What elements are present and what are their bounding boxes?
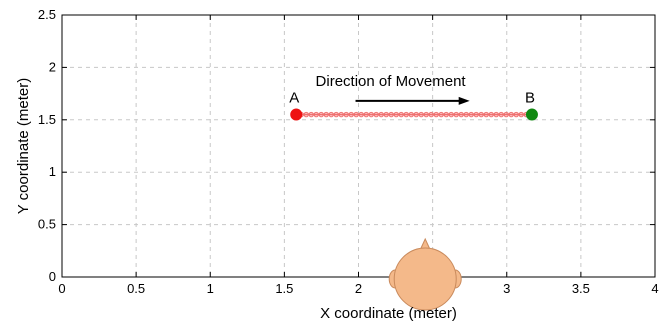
path-marker (353, 111, 359, 118)
path-marker (373, 111, 379, 118)
path-marker (473, 111, 479, 118)
path-marker (508, 111, 514, 118)
path-marker (448, 111, 454, 118)
path-marker (428, 111, 434, 118)
point-label-b: B (525, 90, 535, 107)
path-marker (328, 111, 334, 118)
path-marker (408, 111, 414, 118)
path-marker (338, 111, 344, 118)
path-marker (418, 111, 424, 118)
x-tick-label: 0.5 (127, 281, 145, 296)
path-marker (493, 111, 499, 118)
point-a (290, 108, 303, 121)
path-marker (318, 111, 324, 118)
x-tick-label: 1 (207, 281, 214, 296)
path-marker (323, 111, 329, 118)
path-marker (458, 111, 464, 118)
y-tick-label: 1.5 (38, 112, 56, 127)
path-marker (348, 111, 354, 118)
x-tick-label: 1.5 (275, 281, 293, 296)
x-tick-label: 3 (503, 281, 510, 296)
path-marker (488, 111, 494, 118)
path-marker (433, 111, 439, 118)
path-marker (463, 111, 469, 118)
y-tick-label: 0.5 (38, 217, 56, 232)
path-marker (453, 111, 459, 118)
point-b (525, 108, 538, 121)
path-marker (398, 111, 404, 118)
x-axis-title: X coordinate (meter) (320, 305, 457, 322)
direction-annotation: Direction of Movement (316, 73, 467, 90)
movement-path (293, 111, 534, 118)
path-marker (333, 111, 339, 118)
path-marker (308, 111, 314, 118)
path-marker (503, 111, 509, 118)
path-marker (313, 111, 319, 118)
head-circle (393, 247, 457, 311)
path-marker (413, 111, 419, 118)
x-tick-label: 4 (651, 281, 658, 296)
path-marker (368, 111, 374, 118)
x-tick-label: 2 (355, 281, 362, 296)
y-axis-title: Y coordinate (meter) (15, 78, 32, 214)
path-marker (393, 111, 399, 118)
annotation-group: Direction of Movement (316, 73, 470, 105)
path-marker (518, 111, 524, 118)
path-marker (358, 111, 364, 118)
path-marker (513, 111, 519, 118)
x-tick-label: 0 (58, 281, 65, 296)
path-marker (343, 111, 349, 118)
path-marker (383, 111, 389, 118)
y-tick-label: 2 (49, 59, 56, 74)
path-marker (438, 111, 444, 118)
direction-arrow-head (458, 96, 470, 105)
path-marker (478, 111, 484, 118)
point-label-a: A (289, 90, 299, 107)
x-tick-label: 3.5 (572, 281, 590, 296)
path-marker (303, 111, 309, 118)
y-tick-label: 0 (49, 269, 56, 284)
path-marker (483, 111, 489, 118)
path-marker (378, 111, 384, 118)
path-marker (423, 111, 429, 118)
path-marker (388, 111, 394, 118)
grid-lines (62, 15, 655, 277)
y-tick-label: 2.5 (38, 7, 56, 22)
listener-head-icon (388, 237, 462, 311)
y-tick-label: 1 (49, 164, 56, 179)
path-marker (498, 111, 504, 118)
path-marker (468, 111, 474, 118)
path-marker (363, 111, 369, 118)
axis-ticks: 0 0.5 1 1.5 2 3 3.5 4 0 0.5 1 1.5 2 2.5 (38, 7, 659, 296)
path-marker (403, 111, 409, 118)
path-marker (443, 111, 449, 118)
